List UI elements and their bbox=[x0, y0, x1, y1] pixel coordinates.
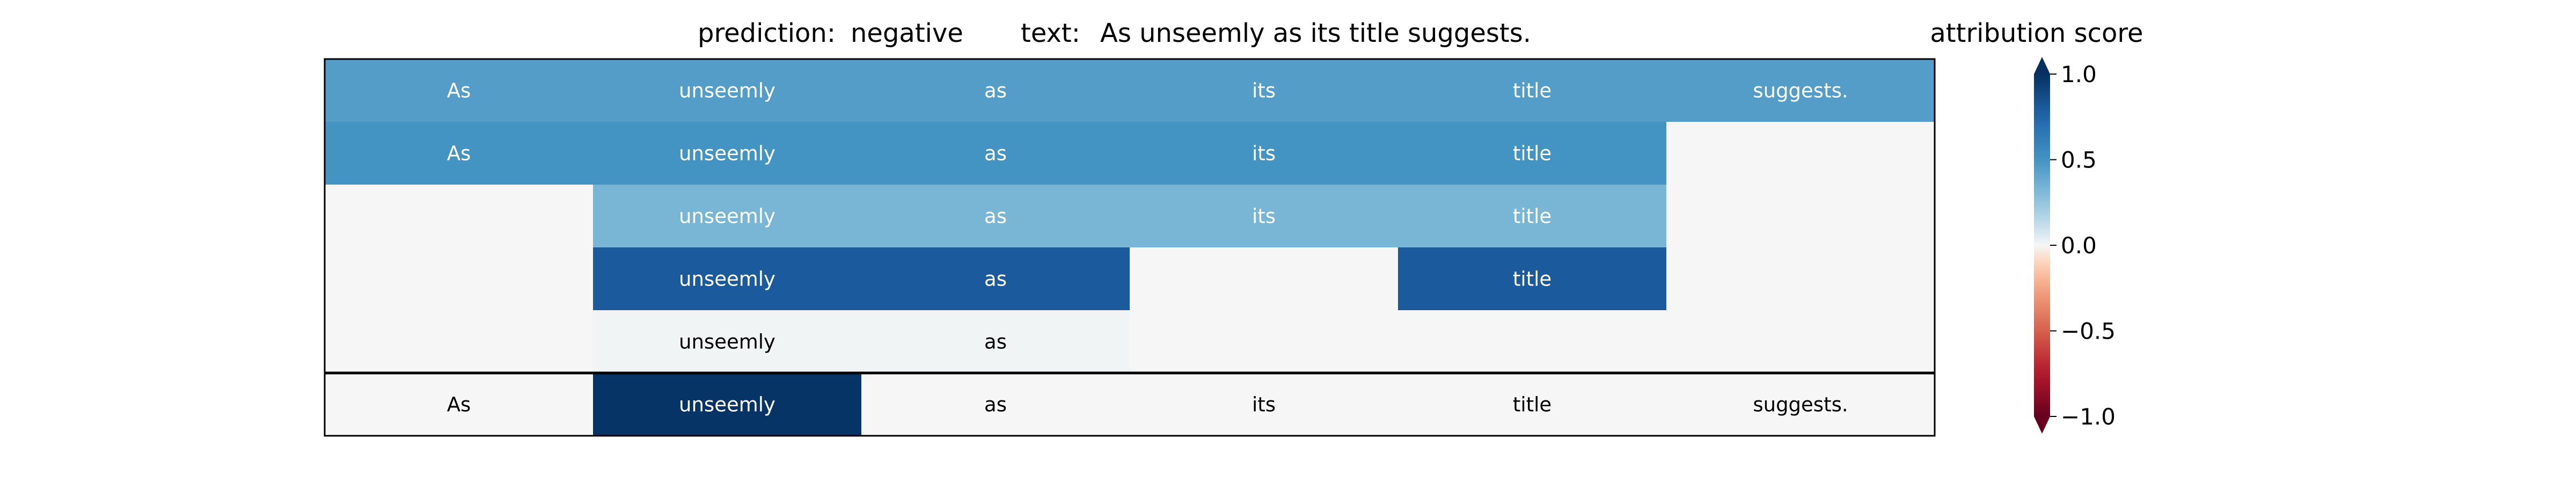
heatmap-cell bbox=[861, 59, 1130, 122]
heatmap-cell-label: its bbox=[1252, 79, 1276, 103]
colorbar-gradient bbox=[2034, 74, 2050, 416]
heatmap-cell-label: as bbox=[984, 331, 1007, 354]
heatmap-cell bbox=[325, 247, 594, 311]
heatmap-cell bbox=[1130, 185, 1399, 248]
heatmap-cell bbox=[1130, 310, 1399, 374]
heatmap-cell bbox=[1398, 185, 1667, 248]
heatmap-cell-label: As bbox=[447, 142, 471, 165]
heatmap-cell-label: suggests. bbox=[1753, 79, 1848, 103]
heatmap-cell-label: unseemly bbox=[679, 331, 775, 354]
heatmap-cell-label: as bbox=[984, 393, 1007, 416]
heatmap-cell-label: its bbox=[1252, 142, 1276, 165]
attribution-heatmap: As unseemly as its title suggests. As unseemly a… bbox=[324, 58, 1936, 437]
heatmap-cell bbox=[1666, 122, 1935, 185]
colorbar: attribution score 1.0 0.5 0.0 −0.5 −1.0 bbox=[1930, 18, 2143, 434]
heatmap-cell-label: as bbox=[984, 79, 1007, 103]
colorbar-tick-label: 1.0 bbox=[2061, 61, 2097, 87]
heatmap-cell-label: As bbox=[447, 393, 471, 416]
heatmap-cell-label: its bbox=[1252, 393, 1276, 416]
heatmap-cell-label: as bbox=[984, 205, 1007, 228]
text-value: As unseemly as its title suggests. bbox=[1100, 18, 1531, 48]
heatmap-cell bbox=[593, 59, 862, 122]
heatmap-cell bbox=[593, 185, 862, 248]
heatmap-cell bbox=[1666, 247, 1935, 311]
heatmap-cell bbox=[325, 310, 594, 374]
heatmap-cell bbox=[1130, 247, 1399, 311]
heatmap-cell bbox=[1666, 310, 1935, 374]
colorbar-tick-label: 0.5 bbox=[2061, 147, 2097, 173]
colorbar-tick-label: −1.0 bbox=[2061, 404, 2116, 430]
heatmap-cell bbox=[1666, 59, 1935, 122]
heatmap-cell-label: unseemly bbox=[679, 205, 775, 228]
heatmap-cell bbox=[1130, 373, 1399, 436]
heatmap-cell bbox=[1398, 122, 1667, 185]
heatmap-cell bbox=[1130, 59, 1399, 122]
heatmap-cell bbox=[861, 122, 1130, 185]
colorbar-tick-label: −0.5 bbox=[2061, 318, 2116, 345]
heatmap-cell bbox=[593, 122, 862, 185]
heatmap-cell bbox=[325, 59, 594, 122]
heatmap-cell-label: suggests. bbox=[1753, 393, 1848, 416]
heatmap-cell-label: unseemly bbox=[679, 79, 775, 103]
heatmap-cell bbox=[861, 247, 1130, 311]
heatmap-cell bbox=[861, 185, 1130, 248]
heatmap-cell-label: title bbox=[1513, 393, 1552, 416]
heatmap-cell bbox=[1398, 310, 1667, 374]
heatmap-frame bbox=[324, 58, 1936, 437]
prediction-value: negative bbox=[851, 18, 963, 48]
colorbar-extend-bottom bbox=[2034, 416, 2050, 434]
heatmap-cell-label: as bbox=[984, 142, 1007, 165]
heatmap-cell bbox=[1398, 59, 1667, 122]
colorbar-extend-top bbox=[2034, 57, 2050, 74]
heatmap-cell bbox=[593, 310, 862, 374]
heatmap-cell bbox=[1398, 373, 1667, 436]
heatmap-cell bbox=[1666, 185, 1935, 248]
heatmap-cell-label: as bbox=[984, 268, 1007, 291]
heatmap-cell bbox=[1398, 247, 1667, 311]
heatmap-cell bbox=[325, 185, 594, 248]
heatmap-cell-label: title bbox=[1513, 79, 1552, 103]
heatmap-cell-label: title bbox=[1513, 205, 1552, 228]
heatmap-cell-label: title bbox=[1513, 142, 1552, 165]
heatmap-cell bbox=[325, 373, 594, 436]
heatmap-cell-label: As bbox=[447, 79, 471, 103]
heatmap-cell-label: its bbox=[1252, 205, 1276, 228]
heatmap-cell bbox=[861, 310, 1130, 374]
colorbar-tick-label: 0.0 bbox=[2061, 232, 2097, 259]
heatmap-cell bbox=[1666, 373, 1935, 436]
heatmap-cell-label: unseemly bbox=[679, 393, 775, 416]
text-label: text: bbox=[1021, 18, 1080, 48]
heatmap-cell bbox=[593, 373, 862, 436]
heatmap-cell bbox=[861, 373, 1130, 436]
heatmap-cell-label: title bbox=[1513, 268, 1552, 291]
colorbar-title: attribution score bbox=[1930, 18, 2143, 48]
heatmap-cell-label: unseemly bbox=[679, 142, 775, 165]
heatmap-cell-label: unseemly bbox=[679, 268, 775, 291]
heatmap-cell bbox=[593, 247, 862, 311]
prediction-label: prediction: bbox=[698, 18, 836, 48]
heatmap-cell bbox=[1130, 122, 1399, 185]
heatmap-cell bbox=[325, 122, 594, 185]
